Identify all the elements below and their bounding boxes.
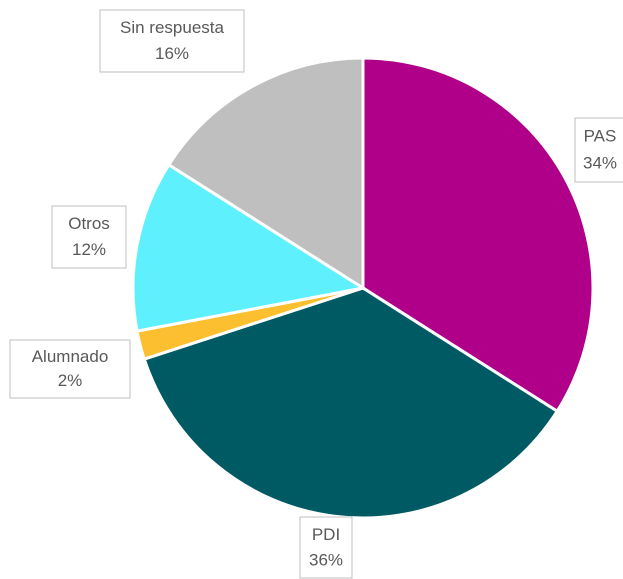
label-box	[99, 9, 245, 73]
label-box	[299, 516, 353, 579]
pie-slice	[131, 162, 368, 333]
label-box	[9, 339, 131, 399]
value-label: 2%	[58, 371, 83, 390]
pie-slice	[142, 286, 560, 520]
category-label: Otros	[68, 214, 110, 233]
value-label: 16%	[155, 44, 189, 63]
category-label: PAS	[584, 127, 617, 146]
category-label: PDI	[312, 525, 340, 544]
pie-slice	[166, 56, 365, 291]
label-box	[574, 117, 623, 183]
label-box	[51, 205, 127, 269]
value-label: 12%	[72, 240, 106, 259]
category-label: Alumnado	[32, 347, 109, 366]
category-label: Sin respuesta	[120, 18, 224, 37]
value-label: 36%	[309, 550, 343, 569]
value-label: 34%	[583, 154, 617, 173]
